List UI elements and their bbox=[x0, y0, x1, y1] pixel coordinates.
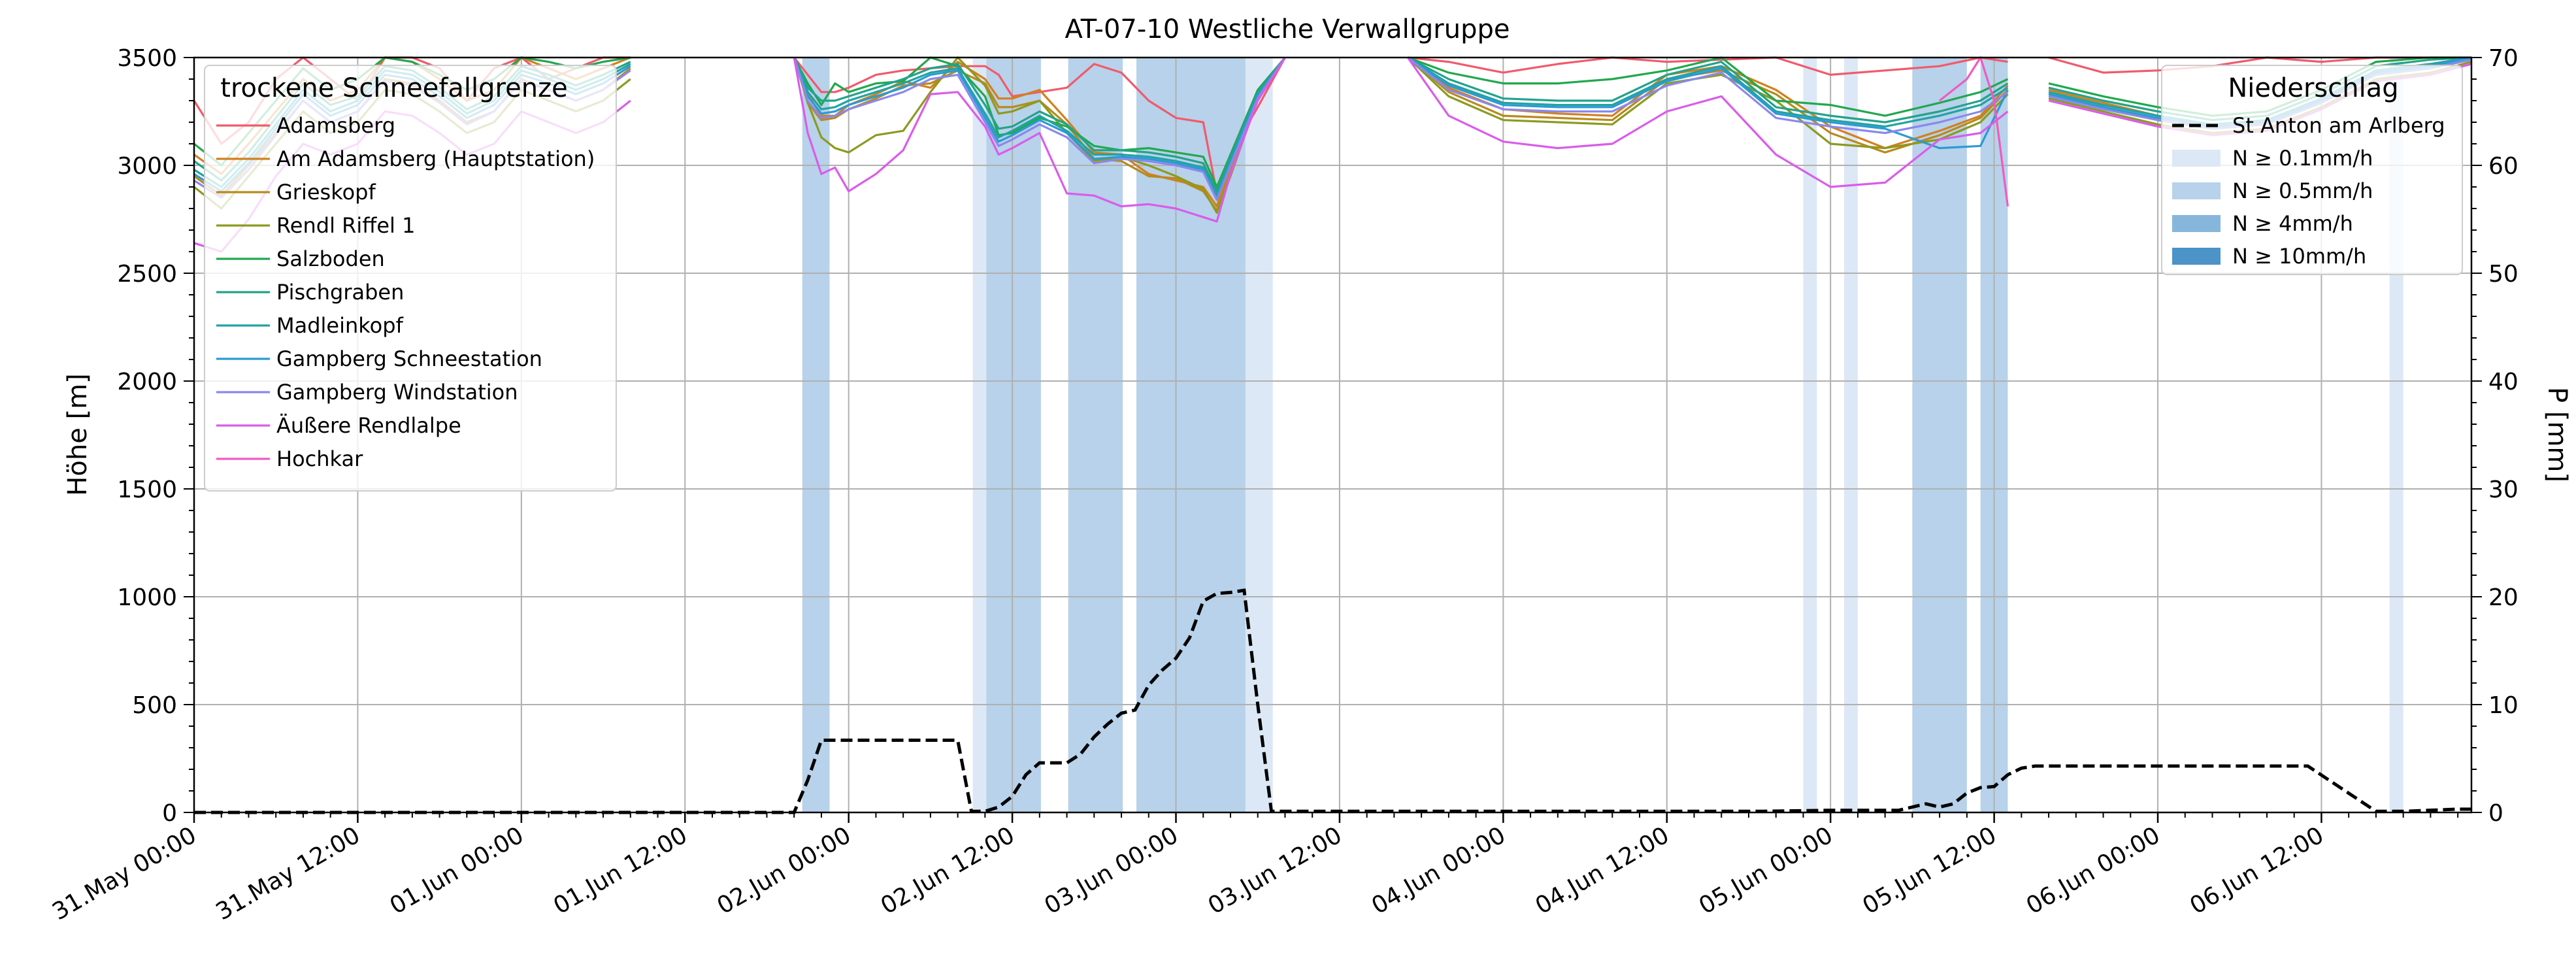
precip-band bbox=[1844, 58, 1858, 812]
y-left-tick-label: 500 bbox=[132, 692, 177, 719]
precip-band bbox=[802, 58, 830, 812]
precip-band bbox=[972, 58, 987, 812]
legend-entry-label: Pischgraben bbox=[276, 280, 404, 305]
legend-precip-box bbox=[2161, 65, 2463, 275]
series-line-hochkar bbox=[1939, 56, 2009, 207]
legend-swatch bbox=[2172, 215, 2221, 232]
precip-band bbox=[1068, 58, 1123, 812]
y-left-tick-label: 3500 bbox=[117, 45, 177, 72]
series-line-grieskopf bbox=[1407, 56, 2009, 154]
legend-swatch bbox=[2172, 150, 2221, 167]
legend-swatch bbox=[2172, 248, 2221, 265]
series-line-adamsberg bbox=[1408, 56, 2008, 76]
legend-entry-label: Gampberg Windstation bbox=[276, 380, 518, 405]
series-line-salzboden bbox=[793, 56, 1286, 188]
legend-entry-label: Am Adamsberg (Hauptstation) bbox=[276, 146, 595, 171]
series-line-gampberg-schneestation bbox=[1407, 56, 2009, 150]
legend-entry-label: N ≥ 0.1mm/h bbox=[2232, 146, 2373, 171]
precip-band bbox=[986, 58, 1041, 812]
y-axis-label-right: P [mm] bbox=[2542, 387, 2572, 482]
legend-swatch bbox=[2172, 182, 2221, 199]
series-line-gampberg-windstation bbox=[793, 57, 1286, 201]
y-right-tick-label: 50 bbox=[2488, 261, 2518, 288]
legend-entry-label: Rendl Riffel 1 bbox=[276, 213, 415, 238]
legend-entry-label: Madleinkopf bbox=[276, 313, 404, 338]
y-right-tick-label: 30 bbox=[2488, 476, 2518, 503]
y-right-tick-label: 70 bbox=[2488, 45, 2518, 72]
chart-title: AT-07-10 Westliche Verwallgruppe bbox=[1065, 14, 1510, 44]
legend-entry-label: Hochkar bbox=[276, 446, 363, 471]
precip-band bbox=[1912, 58, 1967, 812]
series-line--u-ere-rendlalpe bbox=[793, 57, 1286, 223]
y-left-tick-label: 2000 bbox=[117, 369, 177, 395]
y-right-tick-label: 60 bbox=[2488, 153, 2518, 180]
legend-entry-label: Grieskopf bbox=[276, 180, 376, 205]
precip-bands bbox=[802, 58, 2403, 812]
y-right-tick-label: 20 bbox=[2488, 584, 2518, 611]
series-line--u-ere-rendlalpe bbox=[1406, 57, 2009, 188]
series-line-pischgraben bbox=[1407, 56, 2009, 124]
legend-entry-label: Äußere Rendlalpe bbox=[276, 413, 461, 438]
y-left-tick-label: 2500 bbox=[117, 261, 177, 288]
y-left-tick-label: 1000 bbox=[117, 584, 177, 611]
legend-entry-label: N ≥ 10mm/h bbox=[2232, 244, 2366, 269]
legend-entry-label: Adamsberg bbox=[276, 113, 395, 138]
y-left-tick-label: 3000 bbox=[117, 153, 177, 180]
precip-line bbox=[194, 588, 2471, 814]
precip-band bbox=[1803, 58, 1817, 812]
legend-snowline-title: trockene Schneefallgrenze bbox=[220, 73, 567, 103]
legend-entry-label: N ≥ 4mm/h bbox=[2232, 211, 2353, 236]
legend-entry-label: Salzboden bbox=[276, 246, 385, 271]
legend-entry-label: Gampberg Schneestation bbox=[276, 346, 542, 371]
legend-precip: Niederschlag St Anton am Arlberg N ≥ 0.1mm… bbox=[2161, 65, 2463, 275]
y-axis-label-left: Höhe [m] bbox=[63, 373, 93, 495]
legend-snowline: trockene Schneefallgrenze Adamsberg Am Ada… bbox=[204, 65, 617, 492]
precip-cumulative-line bbox=[194, 588, 2471, 814]
plot-frame bbox=[193, 56, 2473, 814]
legend-entry-label: St Anton am Arlberg bbox=[2232, 113, 2445, 138]
precip-band bbox=[1245, 58, 1273, 812]
y-left-tick-label: 1500 bbox=[117, 476, 177, 503]
y-left-tick-label: 0 bbox=[162, 800, 177, 827]
legend-entry-label: N ≥ 0.5mm/h bbox=[2232, 178, 2373, 203]
series-line-madleinkopf bbox=[1407, 56, 2009, 128]
y-right-tick-label: 40 bbox=[2488, 369, 2518, 395]
legend-precip-title: Niederschlag bbox=[2228, 73, 2398, 103]
legend-snowline-box bbox=[204, 65, 617, 492]
series-line-gampberg-windstation bbox=[1407, 56, 2009, 135]
y-right-tick-label: 10 bbox=[2488, 692, 2518, 719]
y-right-tick-label: 0 bbox=[2488, 800, 2503, 827]
series-line-am-adamsberg-hauptstation- bbox=[793, 57, 1286, 208]
series-line-pischgraben bbox=[793, 57, 1286, 193]
series-line-rendl-riffel-1 bbox=[793, 56, 1286, 214]
